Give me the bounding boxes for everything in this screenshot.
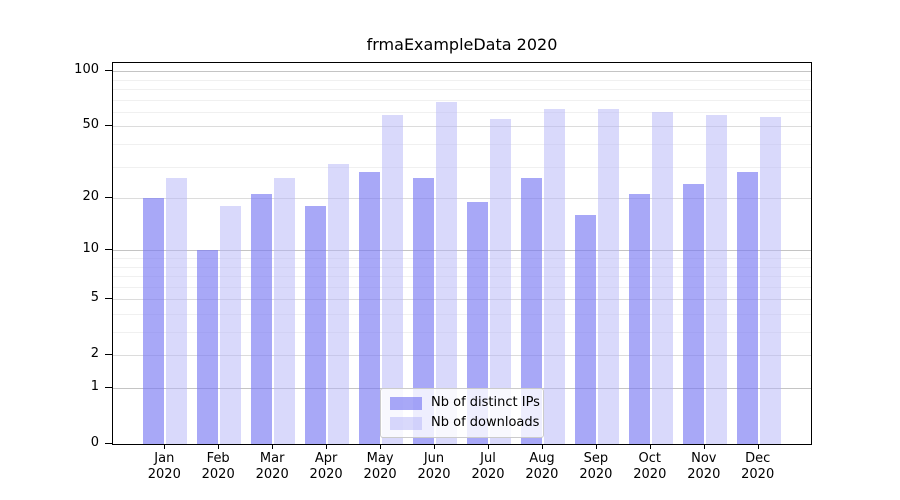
y-tick-label: 0 [90, 435, 99, 450]
bar-downloads-may [382, 114, 404, 444]
bar-downloads-sep [597, 109, 619, 444]
x-tick-mark [434, 444, 435, 449]
y-gridline-minor [113, 99, 811, 101]
bar-distinct-ips-dec [736, 171, 758, 444]
x-tick-mark [380, 444, 382, 449]
y-gridline [113, 299, 811, 301]
y-gridline-minor [113, 332, 811, 333]
bar-distinct-ips-mar [251, 194, 273, 444]
y-gridline [113, 126, 811, 128]
bar-downloads-dec [759, 117, 781, 444]
y-tick-label: 50 [82, 117, 99, 133]
x-tick-label: Jan 2020 [147, 451, 181, 482]
bar-distinct-ips-nov [682, 183, 704, 444]
x-tick-label: Jul 2020 [471, 451, 505, 482]
x-tick-mark [649, 444, 651, 449]
x-tick-mark [595, 444, 597, 449]
x-tick-mark [218, 444, 220, 449]
x-tick-label: Apr 2020 [309, 451, 343, 482]
y-gridline-minor [113, 111, 811, 113]
y-gridline-minor [113, 144, 811, 145]
y-tick-mark [105, 298, 112, 300]
x-tick-mark [326, 444, 328, 449]
y-gridline-minor [113, 89, 811, 90]
y-gridline-minor [113, 79, 811, 81]
legend-label-downloads: Nb of downloads [431, 415, 540, 430]
x-tick-label: Nov 2020 [687, 451, 721, 482]
y-tick-mark [105, 387, 112, 388]
legend-swatch-downloads [390, 416, 422, 430]
bar-distinct-ips-oct [628, 194, 650, 444]
bar-downloads-apr [328, 164, 350, 444]
legend-item-distinct-ips: Nb of distinct IPs [390, 395, 540, 411]
legend: Nb of distinct IPs Nb of downloads [380, 388, 544, 438]
bar-downloads-jul [490, 118, 511, 444]
bar-downloads-nov [705, 114, 727, 444]
y-tick-label: 20 [82, 189, 99, 204]
bar-distinct-ips-jul [467, 202, 488, 444]
x-tick-mark [272, 444, 274, 449]
bar-distinct-ips-may [359, 171, 381, 444]
y-tick-mark [105, 354, 112, 356]
x-tick-label: Sep 2020 [579, 451, 613, 482]
y-tick-mark [105, 125, 112, 127]
x-tick-label: May 2020 [363, 451, 397, 482]
legend-label-distinct-ips: Nb of distinct IPs [431, 395, 540, 410]
y-tick-mark [105, 249, 112, 251]
y-tick-mark [105, 197, 112, 198]
y-gridline [113, 250, 811, 252]
legend-swatch-distinct-ips [390, 396, 422, 410]
x-tick-label: Mar 2020 [255, 451, 289, 482]
legend-item-downloads: Nb of downloads [390, 415, 539, 431]
y-tick-label: 100 [74, 62, 99, 78]
y-tick-label: 10 [82, 241, 99, 257]
y-tick-mark [105, 70, 112, 72]
y-gridline-minor [113, 166, 811, 168]
x-tick-mark [541, 444, 543, 449]
bar-distinct-ips-sep [574, 215, 596, 444]
y-tick-label: 2 [90, 346, 99, 362]
y-gridline-minor [113, 314, 811, 315]
x-tick-label: Oct 2020 [633, 451, 667, 482]
y-gridline [113, 355, 811, 357]
x-tick-label: Aug 2020 [525, 451, 559, 482]
y-gridline-minor [113, 266, 811, 268]
y-tick-mark [105, 443, 112, 444]
bar-downloads-feb [220, 206, 242, 444]
y-gridline [113, 198, 811, 199]
bar-distinct-ips-apr [305, 206, 327, 444]
plot-area [112, 62, 812, 445]
bar-downloads-jan [166, 177, 188, 444]
bar-distinct-ips-jan [143, 198, 165, 444]
x-tick-mark [164, 444, 166, 449]
y-gridline [113, 71, 811, 73]
bar-distinct-ips-feb [197, 250, 219, 444]
y-gridline-minor [113, 286, 811, 288]
chart-title: frmaExampleData 2020 [366, 35, 558, 54]
y-gridline-minor [113, 258, 811, 259]
x-tick-label: Jun 2020 [417, 451, 451, 482]
x-tick-label: Dec 2020 [741, 451, 775, 482]
y-tick-label: 5 [90, 290, 99, 306]
bar-downloads-mar [274, 177, 296, 444]
bar-downloads-oct [651, 111, 673, 444]
x-tick-label: Feb 2020 [201, 451, 235, 482]
x-tick-mark [757, 444, 759, 449]
bar-downloads-jun [436, 101, 457, 444]
x-tick-mark [488, 444, 489, 449]
y-tick-label: 1 [90, 379, 99, 394]
bar-distinct-ips-aug [520, 177, 542, 444]
y-gridline-minor [113, 276, 811, 277]
bar-downloads-aug [543, 109, 565, 444]
bar-distinct-ips-jun [413, 177, 434, 444]
x-tick-mark [703, 444, 705, 449]
